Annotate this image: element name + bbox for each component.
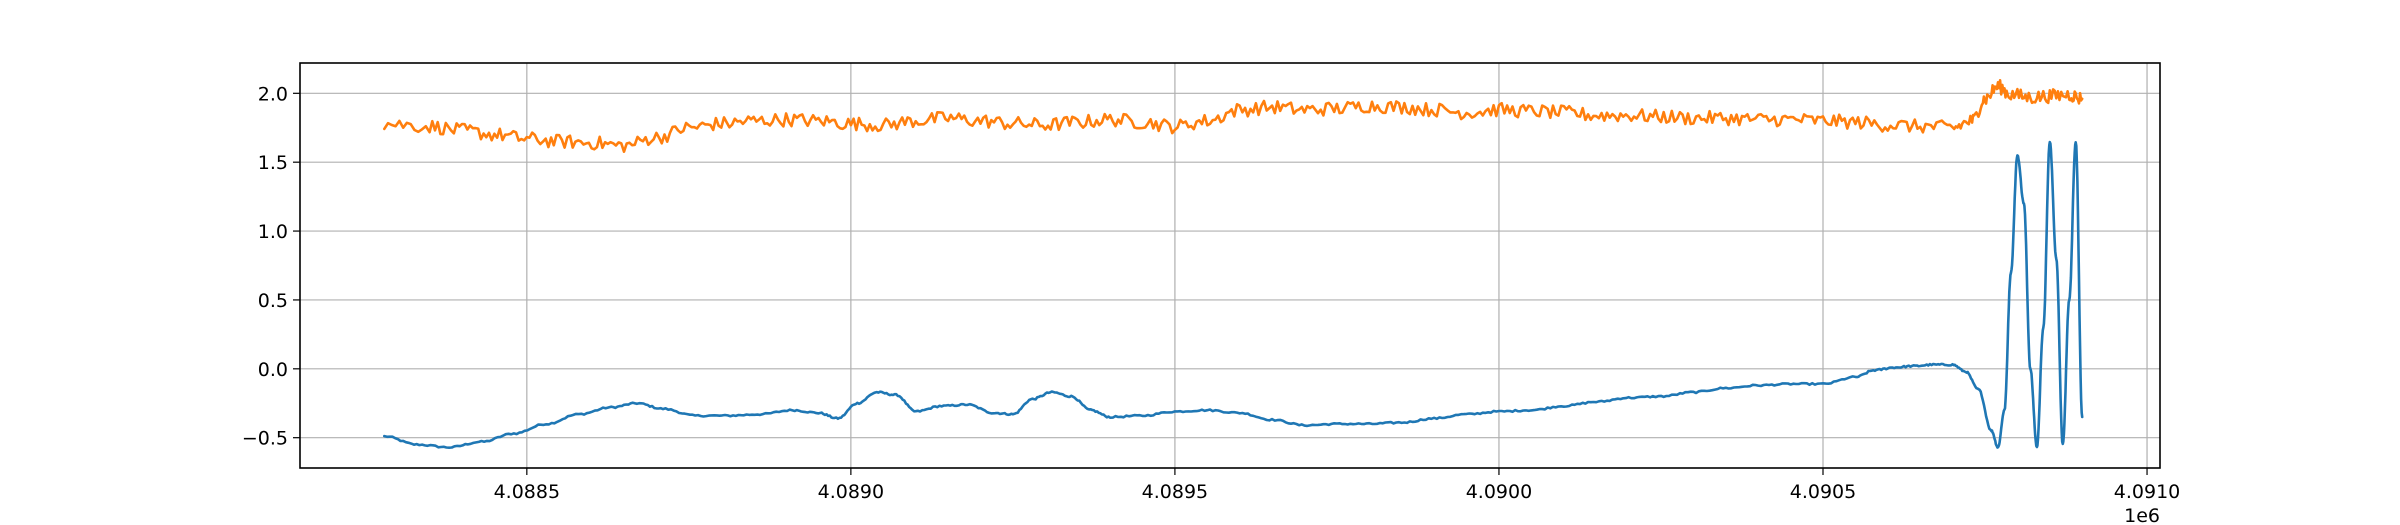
x-tick-label: 4.0895 [1142, 481, 1208, 503]
y-tick-label: 1.5 [258, 152, 288, 174]
x-tick-label: 4.0900 [1466, 481, 1532, 503]
series-line-2 [382, 79, 2084, 153]
x-tick-label: 4.0910 [2114, 481, 2180, 503]
y-tick-label: 0.5 [258, 290, 288, 312]
ticks: 4.0885 4.0890 4.0895 4.0900 4.0905 4.0910 −0.5… [242, 83, 2180, 503]
series-layer [382, 79, 2084, 450]
x-tick-label: 4.0890 [818, 481, 884, 503]
y-tick-label: 0.0 [258, 359, 288, 381]
series-line-1 [382, 140, 2084, 450]
x-tick-label: 4.0905 [1790, 481, 1856, 503]
y-tick-label: 1.0 [258, 221, 288, 243]
plot-frame [299, 62, 2161, 469]
y-tick-label: 2.0 [258, 83, 288, 105]
grid [300, 63, 2160, 468]
x-offset-label: 1e6 [2124, 505, 2160, 525]
y-tick-label: −0.5 [242, 428, 288, 450]
x-tick-label: 4.0885 [494, 481, 560, 503]
